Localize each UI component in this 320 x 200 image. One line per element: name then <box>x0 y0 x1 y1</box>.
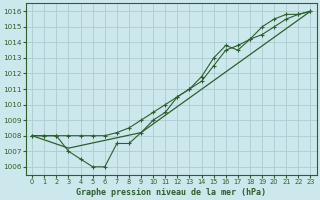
X-axis label: Graphe pression niveau de la mer (hPa): Graphe pression niveau de la mer (hPa) <box>76 188 266 197</box>
